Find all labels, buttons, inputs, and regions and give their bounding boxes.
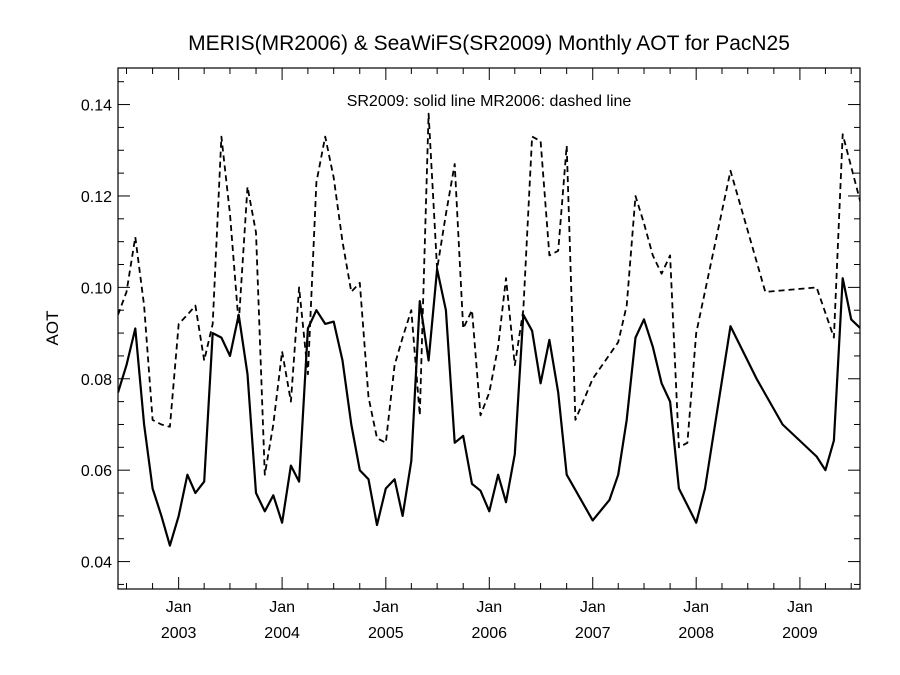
y-axis-label: AOT: [43, 311, 62, 346]
x-tick-year-label: 2007: [575, 625, 611, 642]
y-tick-label: 0.14: [81, 98, 112, 115]
x-tick-year-label: 2005: [368, 625, 404, 642]
y-tick-label: 0.12: [81, 189, 112, 206]
x-tick-year-label: 2009: [782, 625, 818, 642]
axis-ticks: 0.04 0.06 0.08 0.10 0.12 0.14 Jan 2003 Jan 2004 Ja…: [81, 68, 860, 642]
x-tick-year-label: 2003: [161, 625, 197, 642]
x-tick-month-label: Jan: [787, 599, 813, 616]
chart-title: MERIS(MR2006) & SeaWiFS(SR2009) Monthly …: [188, 32, 790, 55]
series-annotation: SR2009: solid line MR2006: dashed line: [347, 93, 632, 110]
x-tick-month-label: Jan: [683, 599, 709, 616]
x-tick-year-label: 2004: [264, 625, 300, 642]
series-line-dashed: [118, 112, 860, 476]
x-tick-month-label: Jan: [166, 599, 192, 616]
x-tick-year-label: 2008: [678, 625, 714, 642]
x-tick-month-label: Jan: [580, 599, 606, 616]
y-tick-label: 0.04: [81, 555, 112, 572]
series-lines: [118, 112, 860, 547]
x-tick-month-label: Jan: [373, 599, 399, 616]
series-line-solid: [118, 268, 860, 547]
y-tick-label: 0.10: [81, 280, 112, 297]
x-tick-month-label: Jan: [269, 599, 295, 616]
x-tick-month-label: Jan: [476, 599, 502, 616]
y-tick-label: 0.06: [81, 463, 112, 480]
x-tick-year-label: 2006: [471, 625, 507, 642]
y-tick-label: 0.08: [81, 372, 112, 389]
